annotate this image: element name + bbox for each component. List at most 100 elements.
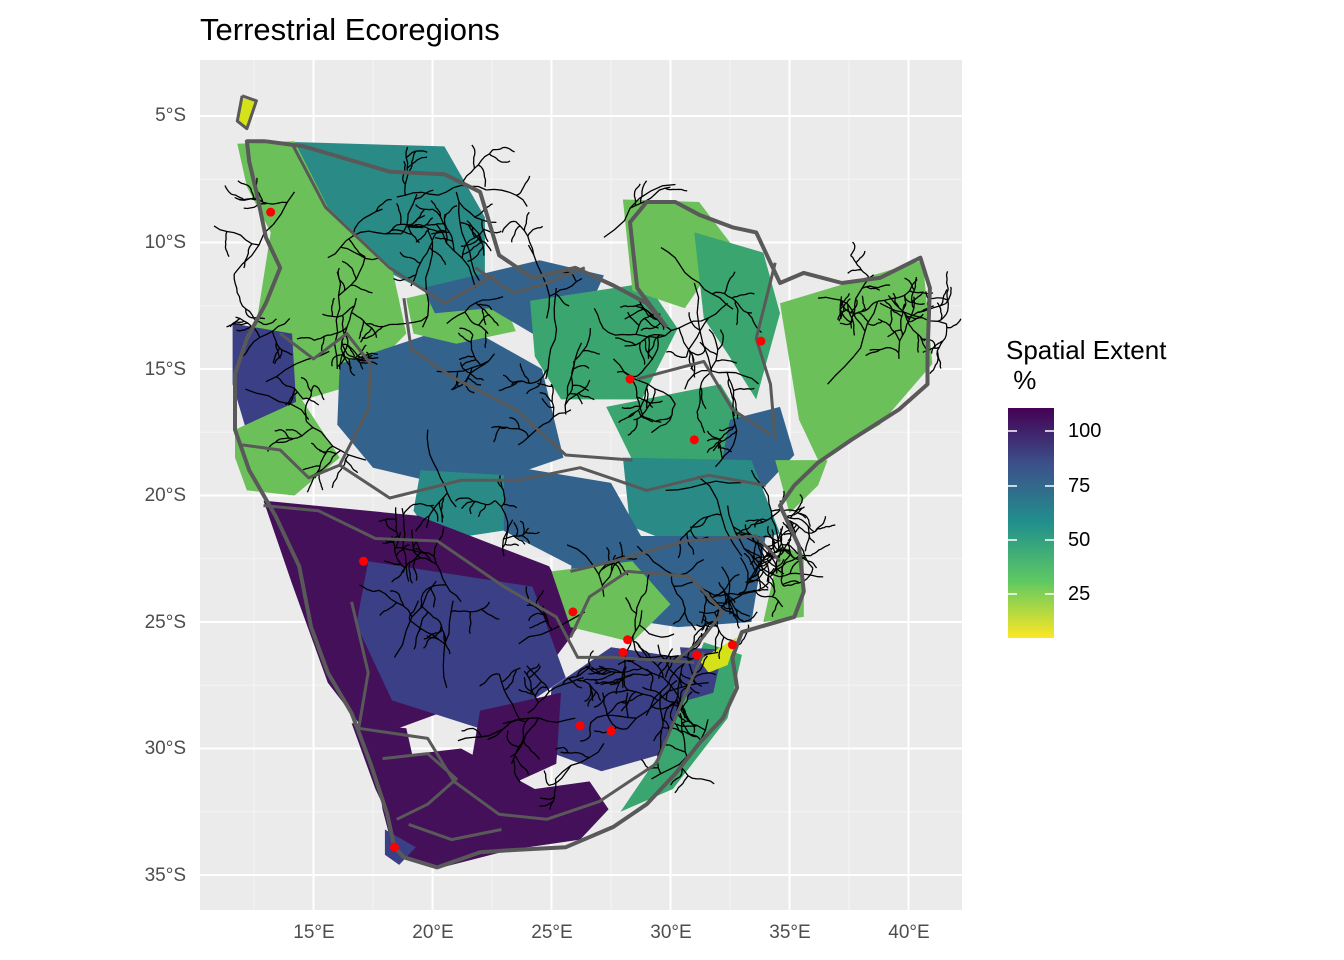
river: [302, 464, 321, 471]
river: [804, 532, 810, 552]
river: [479, 673, 500, 687]
river: [501, 220, 516, 233]
river: [314, 445, 334, 479]
river: [395, 544, 410, 557]
river: [493, 426, 501, 443]
river: [745, 519, 764, 523]
river: [606, 700, 627, 715]
river: [643, 399, 663, 404]
river: [534, 686, 548, 697]
river: [922, 346, 940, 353]
river: [351, 311, 378, 338]
river: [461, 727, 482, 738]
ecoregion-boundary: [382, 752, 458, 821]
ecoregion-boundary: [338, 463, 766, 500]
river: [484, 330, 487, 348]
river: [786, 507, 803, 518]
river: [786, 519, 819, 534]
ecoregion-boundary: [350, 601, 706, 821]
river: [514, 754, 530, 776]
river: [461, 149, 494, 186]
river: [361, 326, 383, 339]
river: [280, 427, 314, 440]
river: [693, 282, 713, 372]
site-point: [568, 607, 578, 617]
y-tick-label: 10°S: [144, 232, 186, 253]
river: [751, 564, 769, 579]
river: [467, 376, 482, 386]
river: [469, 500, 477, 515]
river: [714, 573, 740, 596]
river: [455, 497, 469, 502]
river: [477, 233, 492, 252]
river: [243, 243, 253, 269]
river: [545, 287, 558, 380]
river: [637, 409, 654, 423]
river: [383, 560, 402, 566]
river: [590, 714, 637, 724]
river: [593, 691, 613, 708]
river: [917, 334, 920, 353]
river: [795, 494, 804, 512]
river-network: [213, 144, 962, 810]
river: [435, 223, 476, 289]
river: [365, 322, 384, 328]
river: [342, 343, 356, 357]
river: [628, 383, 649, 418]
river: [414, 189, 434, 200]
river: [421, 229, 434, 328]
river: [810, 543, 831, 557]
river: [679, 712, 688, 757]
river: [313, 326, 348, 342]
river: [460, 500, 474, 510]
river: [898, 296, 916, 359]
river: [513, 535, 526, 545]
river: [501, 667, 521, 683]
river: [767, 567, 775, 584]
river: [394, 546, 435, 557]
river: [486, 188, 528, 207]
river: [624, 307, 645, 320]
river: [350, 284, 373, 294]
river: [656, 730, 663, 774]
ecoregion-boundary: [569, 569, 725, 664]
river: [636, 545, 705, 576]
river: [624, 333, 666, 347]
ecoregion-boundary: [402, 297, 633, 462]
river: [615, 337, 636, 346]
river: [506, 730, 521, 749]
river: [946, 318, 962, 329]
river: [623, 666, 629, 691]
river: [782, 580, 800, 586]
river: [480, 608, 500, 620]
river: [771, 529, 776, 553]
river: [305, 420, 367, 461]
river: [718, 636, 725, 660]
river: [481, 308, 487, 326]
river: [689, 346, 706, 356]
river: [879, 302, 947, 325]
river: [729, 599, 735, 617]
river: [903, 295, 925, 305]
river: [930, 297, 949, 301]
river: [421, 606, 447, 642]
ecoregion-boundary: [754, 262, 777, 440]
river: [529, 681, 542, 695]
river: [584, 686, 592, 702]
river: [865, 349, 881, 357]
river: [497, 479, 506, 508]
river: [683, 513, 722, 537]
river: [725, 593, 745, 623]
river: [233, 274, 256, 320]
river: [664, 187, 688, 192]
river: [576, 679, 602, 702]
x-tick-label: 25°E: [531, 922, 573, 943]
river: [877, 318, 901, 342]
river: [527, 244, 551, 319]
river: [527, 225, 544, 237]
river: [463, 241, 483, 255]
river: [381, 315, 429, 328]
river: [718, 581, 727, 604]
river: [735, 524, 752, 535]
river: [543, 770, 550, 786]
